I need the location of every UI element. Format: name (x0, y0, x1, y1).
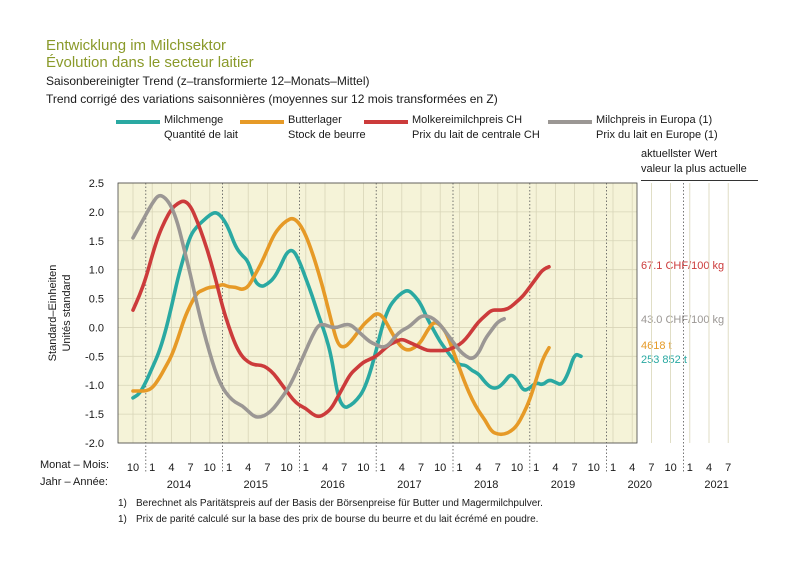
x-year-label: 2017 (397, 479, 421, 491)
x-year-label: 2018 (474, 479, 498, 491)
title-fr: Évolution dans le secteur laitier (46, 54, 254, 71)
x-month-tick-label: 10 (204, 462, 216, 474)
x-year-label: 2015 (244, 479, 268, 491)
current-value-header: aktuellster Wert valeur la plus actuelle (641, 148, 747, 175)
legend-swatch-price-ch (364, 120, 408, 124)
x-month-tick-label: 4 (399, 462, 405, 474)
x-month-tick-label: 7 (648, 462, 654, 474)
axis-row-label-year: Jahr – Année: (40, 476, 108, 488)
legend-label-milk: Milchmenge Quantité de lait (164, 114, 238, 141)
y-axis-title-fr: Unités standard (61, 274, 73, 351)
x-month-tick-label: 7 (341, 462, 347, 474)
x-year-label: 2019 (551, 479, 575, 491)
axes: 2.5 2.0 1.5 1.0 0.5 0.0 -0.5 -1.0 -1.5 -2.0 Standa… (47, 178, 731, 491)
y-tick-label: 0.0 (89, 322, 104, 334)
x-month-tick-label: 1 (687, 462, 693, 474)
x-month-tick-label: 4 (322, 462, 328, 474)
y-tick-label: -1.5 (85, 409, 104, 421)
x-month-tick-label: 10 (434, 462, 446, 474)
x-month-tick-label: 10 (357, 462, 369, 474)
y-tick-label: 2.0 (89, 207, 104, 219)
x-month-tick-label: 1 (149, 462, 155, 474)
y-tick-label: 2.5 (89, 178, 104, 190)
x-year-label: 2020 (628, 479, 652, 491)
footnote-fr: 1) Prix de parité calculé sur la base des… (118, 514, 539, 525)
current-value-price-eu: 43.0 CHF/100 kg (641, 314, 725, 326)
series-group (131, 193, 583, 437)
subtitle-fr: Trend corrigé des variations saisonnière… (46, 92, 498, 106)
legend-swatch-butter (240, 120, 284, 124)
x-month-tick-label: 7 (418, 462, 424, 474)
x-month-tick-label: 10 (280, 462, 292, 474)
x-month-tick-label: 4 (168, 462, 174, 474)
x-month-tick-label: 7 (572, 462, 578, 474)
y-axis-title-de: Standard–Einheiten (47, 265, 59, 362)
x-month-tick-label: 1 (456, 462, 462, 474)
x-month-tick-label: 7 (264, 462, 270, 474)
current-value-price-ch: 67.1 CHF/100 kg (641, 260, 725, 272)
current-value-milk: 253 852 t (641, 354, 687, 366)
series-line-milk (131, 211, 583, 409)
footnote-de: 1) Berechnet als Paritätspreis auf der Ba… (118, 498, 543, 509)
x-month-tick-label: 4 (476, 462, 482, 474)
x-month-tick-label: 10 (511, 462, 523, 474)
current-value-butter: 4618 t (641, 340, 672, 352)
legend-swatch-price-eu (548, 120, 592, 124)
title-de: Entwicklung im Milchsektor (46, 37, 227, 54)
x-month-tick-label: 7 (188, 462, 194, 474)
x-month-tick-label: 4 (552, 462, 558, 474)
x-month-tick-label: 1 (303, 462, 309, 474)
subtitle-de: Saisonbereinigter Trend (z–transformiert… (46, 74, 370, 88)
legend-label-price-eu: Milchpreis in Europa (1) Prix du lait en … (596, 114, 718, 141)
series-line-price-ch (131, 199, 551, 419)
x-month-tick-label: 1 (610, 462, 616, 474)
x-month-tick-label: 1 (226, 462, 232, 474)
y-tick-label: -0.5 (85, 351, 104, 363)
x-month-tick-label: 10 (664, 462, 676, 474)
legend-label-butter: Butterlager Stock de beurre (288, 114, 366, 141)
x-year-label: 2014 (167, 479, 191, 491)
x-month-tick-label: 7 (495, 462, 501, 474)
x-month-tick-label: 4 (245, 462, 251, 474)
y-tick-label: 1.0 (89, 265, 104, 277)
legend-swatch-milk (116, 120, 160, 124)
y-tick-label: 1.5 (89, 236, 104, 248)
series-line-price-eu (131, 193, 506, 419)
x-month-tick-label: 1 (380, 462, 386, 474)
x-year-label: 2021 (704, 479, 728, 491)
x-year-label: 2016 (320, 479, 344, 491)
x-month-tick-label: 1 (533, 462, 539, 474)
y-tick-label: -2.0 (85, 438, 104, 450)
y-tick-label: 0.5 (89, 294, 104, 306)
x-month-tick-label: 10 (588, 462, 600, 474)
y-tick-label: -1.0 (85, 380, 104, 392)
x-month-tick-label: 7 (725, 462, 731, 474)
axis-row-label-month: Monat – Mois: (40, 459, 110, 471)
x-month-tick-label: 4 (706, 462, 712, 474)
current-value-divider (641, 180, 758, 181)
legend-label-price-ch: Molkereimilchpreis CH Prix du lait de cen… (412, 114, 540, 141)
series-line-butter (131, 216, 551, 437)
x-month-tick-label: 4 (629, 462, 635, 474)
plot-frame (117, 182, 638, 444)
x-month-tick-label: 10 (127, 462, 139, 474)
